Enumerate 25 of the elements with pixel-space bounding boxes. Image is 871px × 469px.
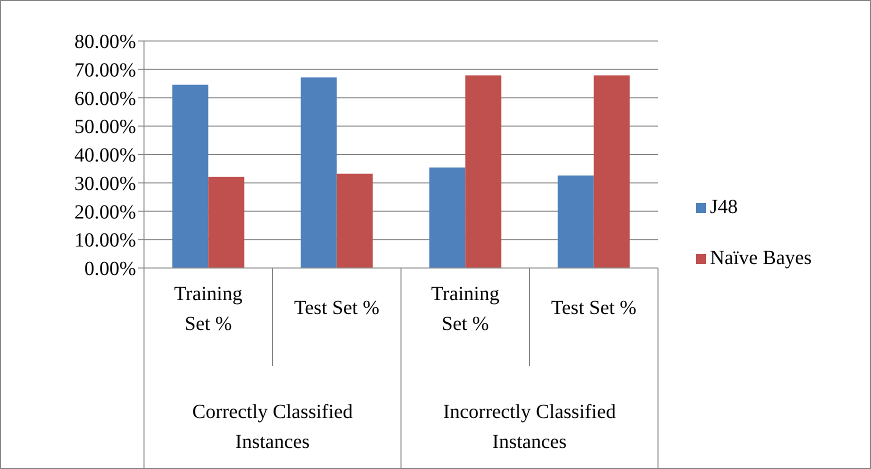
x-tick-label: Test Set % bbox=[294, 297, 380, 319]
bar bbox=[208, 176, 244, 268]
y-tick-label: 60.00% bbox=[74, 88, 136, 110]
y-tick-label: 30.00% bbox=[74, 172, 136, 195]
x-tick-label: Test Set % bbox=[551, 297, 636, 319]
bar bbox=[594, 75, 630, 268]
y-tick-label: 10.00% bbox=[74, 230, 136, 252]
y-tick-label: 50.00% bbox=[74, 116, 136, 138]
x-tick-label: Training Set % bbox=[174, 283, 242, 335]
legend-label: Naïve Bayes bbox=[710, 247, 812, 270]
y-tick-label: 20.00% bbox=[74, 201, 136, 224]
bar bbox=[558, 176, 594, 268]
bar bbox=[172, 84, 208, 268]
bar bbox=[429, 168, 466, 268]
y-tick-label: 80.00% bbox=[74, 31, 136, 54]
x-tick-label: Training Set % bbox=[431, 283, 500, 335]
text: Incorrectly Classified Instances bbox=[443, 401, 616, 453]
y-tick-label: 0.00% bbox=[84, 258, 136, 280]
y-tick-label: 70.00% bbox=[74, 59, 136, 82]
bar bbox=[300, 77, 337, 268]
bar bbox=[336, 174, 373, 268]
y-tick-label: 40.00% bbox=[74, 144, 136, 167]
bar bbox=[465, 75, 502, 268]
legend-label: J48 bbox=[710, 196, 738, 219]
text: Correctly Classified Instances bbox=[192, 401, 353, 453]
